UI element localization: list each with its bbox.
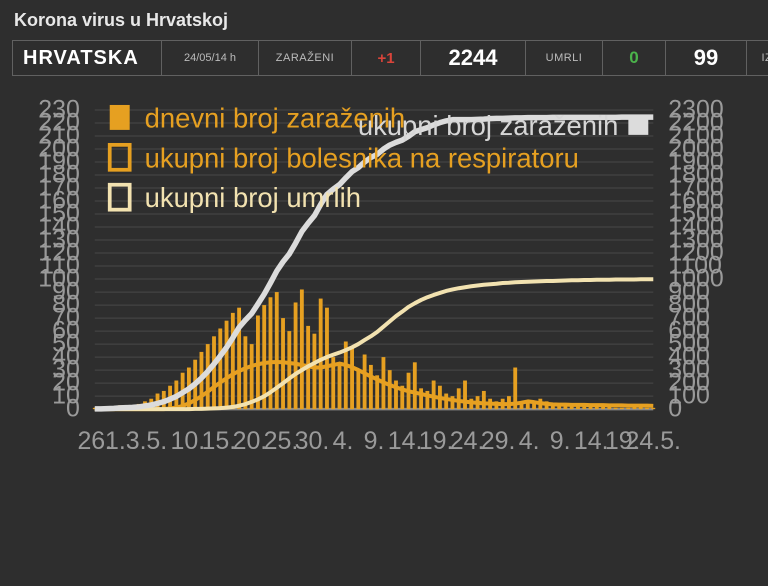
svg-text:24.: 24. (450, 427, 485, 455)
svg-text:ukupni broj zaraženih: ukupni broj zaraženih (358, 110, 619, 141)
cured-label: IZLIJEČENI (761, 52, 768, 64)
dead-total: 99 (694, 45, 718, 71)
svg-text:2300: 2300 (668, 95, 723, 123)
infected-delta: +1 (377, 50, 394, 67)
country-name: HRVATSKA (23, 47, 139, 70)
svg-text:24.5.: 24.5. (626, 427, 681, 455)
svg-text:1.3.: 1.3. (105, 427, 147, 455)
timestamp: 24/05/14 h (184, 52, 236, 64)
svg-text:25.: 25. (264, 427, 299, 455)
svg-text:5.: 5. (146, 427, 167, 455)
svg-text:14.: 14. (388, 427, 423, 455)
svg-text:10.: 10. (171, 427, 206, 455)
svg-text:230: 230 (38, 95, 80, 123)
svg-text:15.: 15. (202, 427, 237, 455)
svg-text:4.: 4. (519, 427, 540, 455)
svg-text:20.: 20. (233, 427, 268, 455)
svg-text:19.: 19. (419, 427, 454, 455)
svg-text:9.: 9. (364, 427, 385, 455)
dead-delta: 0 (629, 48, 638, 68)
svg-text:14.: 14. (574, 427, 609, 455)
infected-label: ZARAŽENI (276, 52, 334, 64)
svg-text:30.: 30. (295, 427, 330, 455)
page-title: Korona virus u Hrvatskoj (14, 10, 228, 31)
infected-total: 2244 (449, 45, 498, 71)
svg-text:4.: 4. (333, 427, 354, 455)
dead-label: UMRLI (546, 52, 583, 64)
stats-bar: HRVATSKA 24/05/14 h ZARAŽENI +1 2244 UMR… (12, 40, 756, 76)
svg-text:ukupni broj bolesnika na respi: ukupni broj bolesnika na respiratoru (145, 142, 579, 173)
svg-text:ukupni broj umrlih: ukupni broj umrlih (145, 182, 361, 213)
main-chart: 0102030405060708090100110120130140150160… (10, 90, 758, 464)
svg-text:9.: 9. (550, 427, 571, 455)
svg-text:29.: 29. (481, 427, 516, 455)
